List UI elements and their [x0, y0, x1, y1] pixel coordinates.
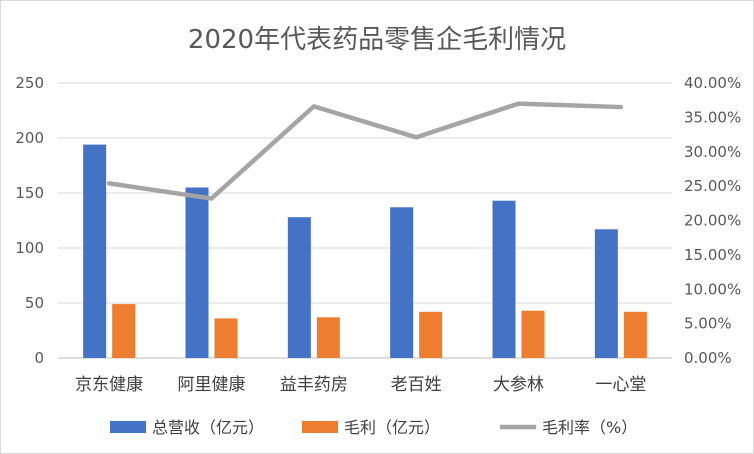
y-right-tick-label: 40.00%: [684, 74, 741, 92]
legend: 总营收（亿元） 毛利（亿元） 毛利率（%）: [110, 418, 637, 437]
bar: [521, 310, 545, 358]
y-right-tick-label: 0.00%: [684, 349, 732, 367]
y-left-tick-label: 200: [15, 129, 44, 147]
bar: [214, 318, 238, 358]
legend-label: 总营收（亿元）: [152, 418, 264, 437]
y-right-tick-label: 25.00%: [684, 177, 741, 195]
y-left-tick-label: 100: [15, 239, 44, 257]
y-right-tick-label: 10.00%: [684, 280, 741, 298]
legend-swatch: [302, 421, 338, 433]
bar: [112, 304, 136, 358]
y-right-tick-label: 15.00%: [684, 246, 741, 264]
line-series: [106, 101, 624, 201]
bar: [287, 217, 311, 358]
bar: [594, 229, 618, 358]
line: [106, 101, 624, 201]
y-right-tick-label: 20.00%: [684, 212, 741, 230]
legend-label: 毛利（亿元）: [344, 418, 440, 437]
x-tick-label: 老百姓: [391, 375, 442, 395]
bar: [492, 200, 516, 358]
legend-swatch: [110, 421, 146, 433]
y-axis-left: 0 50 100 150 200 250: [15, 74, 44, 367]
x-tick-label: 京东健康: [75, 375, 143, 395]
y-left-tick-label: 150: [15, 184, 44, 202]
y-right-tick-label: 30.00%: [684, 143, 741, 161]
bars: [83, 144, 647, 358]
gridlines: [58, 82, 672, 359]
x-tick-label: 益丰药房: [280, 375, 348, 395]
x-axis: 京东健康 阿里健康 益丰药房 老百姓 大参林 一心堂: [75, 375, 646, 395]
bar: [390, 207, 414, 358]
y-left-tick-label: 0: [34, 349, 44, 367]
bar: [316, 317, 340, 358]
chart-title: 2020年代表药品零售企毛利情况: [188, 25, 566, 55]
x-tick-label: 一心堂: [595, 375, 646, 395]
bar: [623, 311, 647, 358]
legend-label: 毛利率（%）: [542, 418, 637, 437]
y-right-tick-label: 35.00%: [684, 108, 741, 126]
y-right-tick-label: 5.00%: [684, 315, 732, 333]
bar: [83, 144, 107, 358]
y-left-tick-label: 50: [25, 294, 44, 312]
x-tick-label: 大参林: [493, 375, 544, 395]
x-tick-label: 阿里健康: [178, 375, 246, 395]
bar: [419, 311, 443, 358]
y-axis-right: 0.00% 5.00% 10.00% 15.00% 20.00% 25.00% 30.00%…: [684, 74, 741, 367]
bar: [185, 187, 209, 358]
y-left-tick-label: 250: [15, 74, 44, 92]
